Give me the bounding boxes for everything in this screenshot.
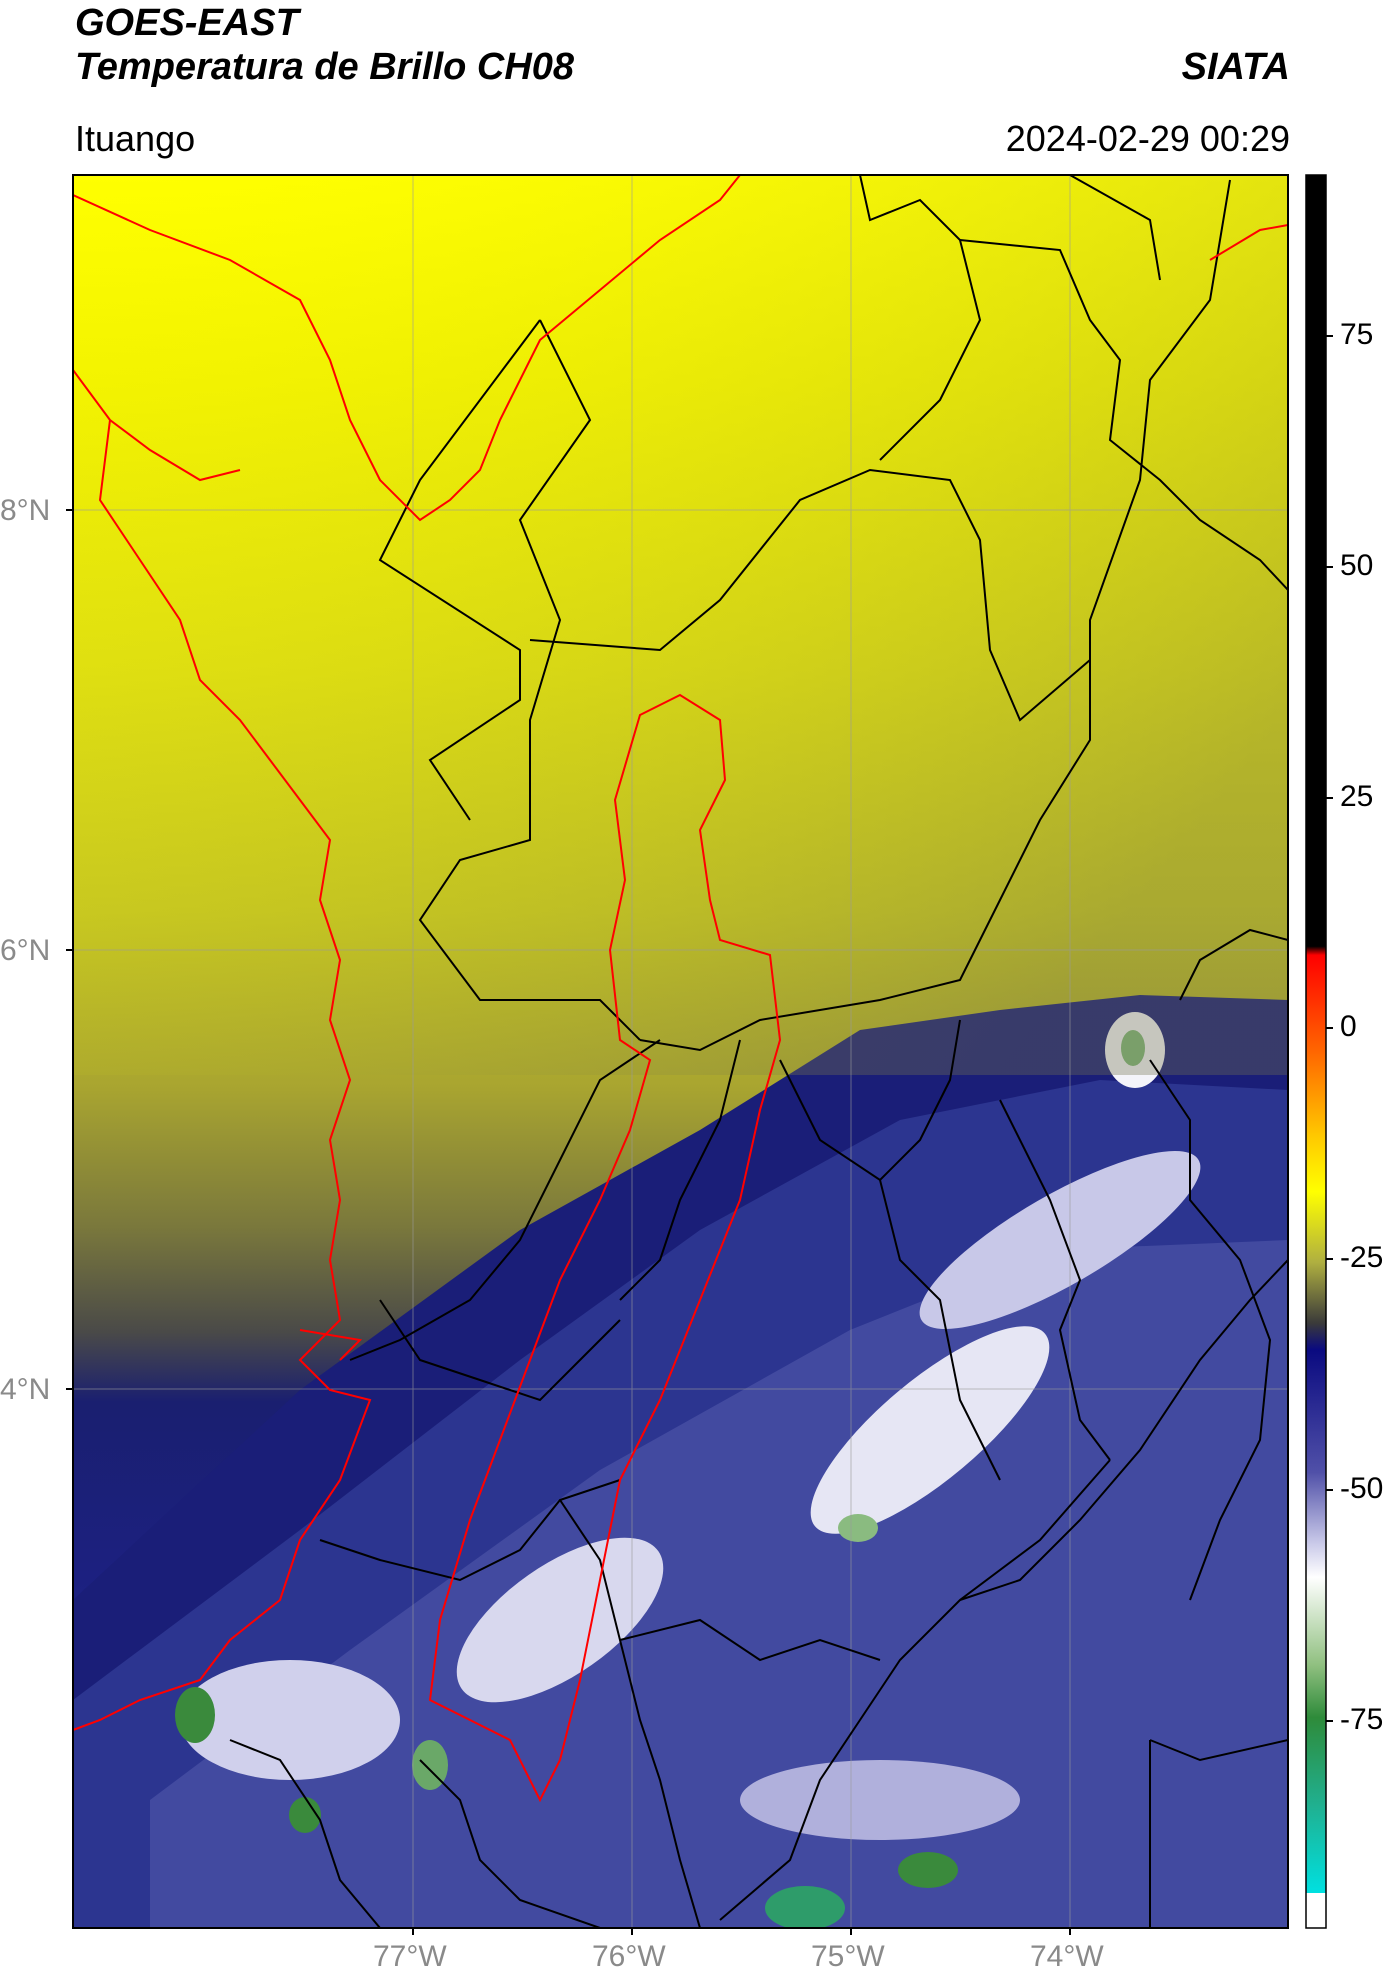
- lat-label-8n: 8°N: [0, 494, 51, 527]
- brightness-temperature-field: [73, 175, 1288, 1928]
- colorbar: [1305, 174, 1327, 1929]
- axis-ticks: [66, 509, 1071, 1935]
- department-boundaries: [229, 175, 1288, 1928]
- timestamp-label: 2024-02-29 00:29: [1005, 118, 1290, 159]
- location-label: Ituango: [75, 118, 196, 159]
- colorbar-tick-minus50: -50: [1340, 1472, 1384, 1505]
- graticule: [73, 175, 1288, 1928]
- lon-label-76w: 76°W: [592, 1940, 666, 1973]
- lon-label-77w: 77°W: [373, 1940, 447, 1973]
- colorbar-tick-25: 25: [1340, 780, 1374, 813]
- satellite-title: GOES-EAST: [75, 2, 299, 44]
- colorbar-tick-minus75: -75: [1340, 1703, 1384, 1736]
- ituango-basin-outline: [428, 693, 782, 1803]
- lat-label-4n: 4°N: [0, 1373, 51, 1406]
- colorbar-tick-50: 50: [1340, 549, 1374, 582]
- colorbar-ticks: [1326, 335, 1333, 1722]
- map-frame: [72, 174, 1289, 1929]
- colorbar-tick-minus25: -25: [1340, 1241, 1384, 1274]
- lon-label-74w: 74°W: [1030, 1940, 1104, 1973]
- lon-label-75w: 75°W: [811, 1940, 885, 1973]
- colorbar-tick-0: 0: [1340, 1010, 1357, 1043]
- product-title: Temperatura de Brillo CH08: [75, 46, 575, 88]
- colorbar-tick-75: 75: [1340, 318, 1374, 351]
- brand-label: SIATA: [1181, 46, 1290, 88]
- coastline: [73, 175, 1288, 1731]
- lat-label-6n: 6°N: [0, 934, 51, 967]
